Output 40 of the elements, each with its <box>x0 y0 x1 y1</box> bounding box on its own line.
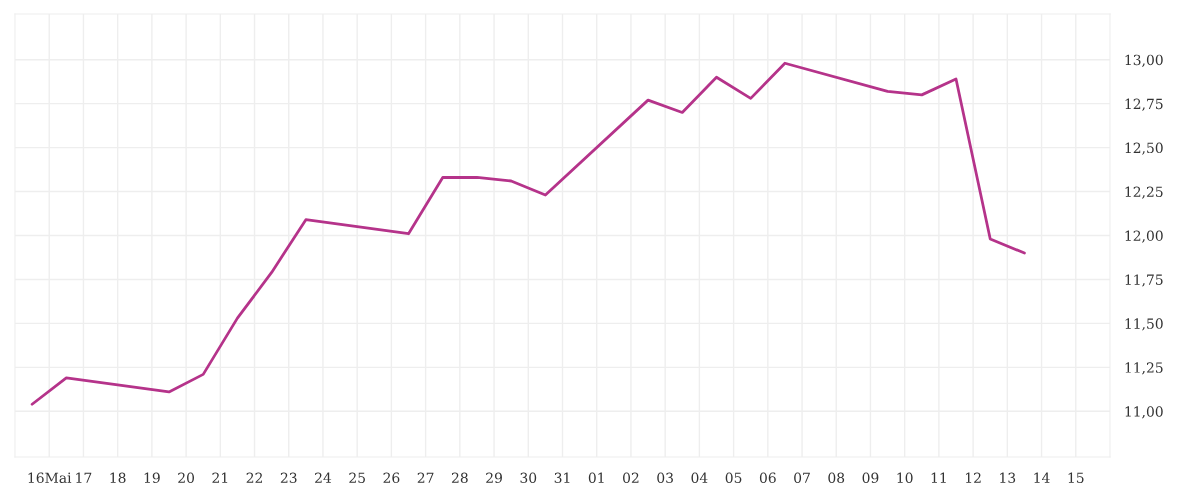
y-tick-label: 11,50 <box>1125 318 1163 331</box>
x-tick-label: 23 <box>280 472 297 484</box>
x-tick-label: 28 <box>451 472 468 484</box>
x-tick-label: 11 <box>931 472 946 483</box>
x-tick-label: 21 <box>212 472 228 483</box>
y-tick-label: 11,25 <box>1125 362 1163 375</box>
y-tick-label: 12,75 <box>1125 98 1163 111</box>
y-tick-label: 11,75 <box>1125 274 1163 287</box>
y-tick-label: 11,00 <box>1125 406 1163 419</box>
x-tick-label: 08 <box>828 472 845 484</box>
x-tick-label: 03 <box>657 472 673 484</box>
x-tick-label: 01 <box>588 472 604 484</box>
x-tick-label: 04 <box>691 472 708 484</box>
x-tick-label: 14 <box>1034 472 1050 483</box>
x-tick-label: 26 <box>383 472 400 484</box>
x-tick-label: 17 <box>76 472 92 483</box>
x-tick-label: 15 <box>1068 472 1084 484</box>
x-tick-label: 07 <box>794 472 810 484</box>
x-tick-label: 06 <box>759 472 776 484</box>
y-tick-label: 13,00 <box>1125 54 1163 67</box>
y-tick-label: 12,50 <box>1125 142 1163 155</box>
x-tick-label: 19 <box>144 472 160 484</box>
x-tick-label: 16Mai <box>28 472 72 484</box>
x-tick-label: 10 <box>897 472 913 484</box>
x-tick-label: 25 <box>349 472 365 484</box>
x-tick-label: 30 <box>520 472 537 484</box>
x-tick-label: 13 <box>1000 472 1016 484</box>
x-tick-label: 18 <box>110 472 126 484</box>
x-tick-label: 09 <box>862 472 879 484</box>
x-tick-label: 27 <box>417 472 434 483</box>
x-tick-label: 24 <box>315 472 332 483</box>
x-tick-label: 29 <box>486 472 502 484</box>
x-tick-label: 20 <box>178 472 195 484</box>
x-tick-label: 22 <box>246 472 262 483</box>
y-tick-label: 12,25 <box>1125 186 1163 199</box>
x-tick-label: 02 <box>623 472 639 484</box>
x-tick-label: 05 <box>725 472 742 484</box>
y-tick-label: 12,00 <box>1125 230 1163 243</box>
x-tick-label: 12 <box>965 472 981 483</box>
x-tick-label: 31 <box>554 472 570 484</box>
